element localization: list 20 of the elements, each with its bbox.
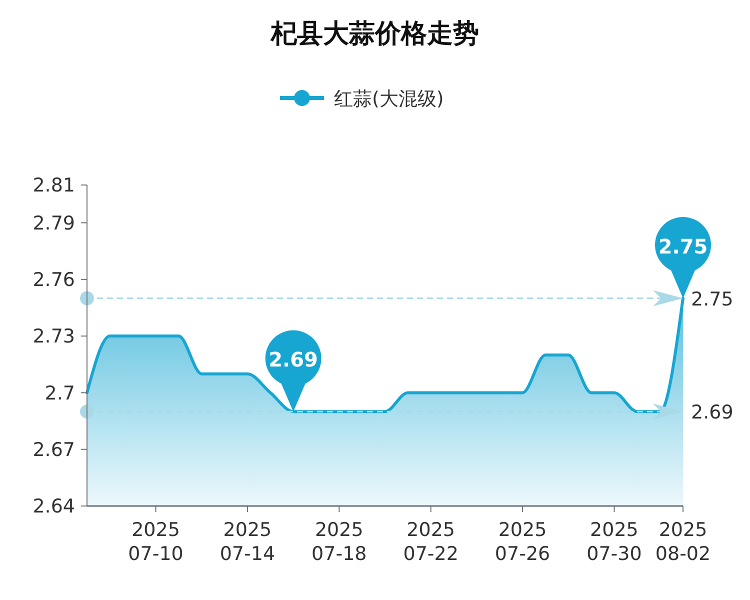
y-tick-label: 2.76	[32, 269, 75, 292]
x-tick-label: 2025 07-18	[312, 519, 367, 565]
y-tick-label: 2.64	[32, 496, 75, 518]
x-tick-label: 2025 07-26	[494, 519, 550, 565]
x-tick-label: 2025 07-10	[128, 519, 184, 565]
ref-line-label: 2.69	[691, 402, 734, 424]
x-tick-label: 2025 07-14	[220, 519, 276, 565]
y-tick-label: 2.81	[32, 174, 75, 197]
x-tick-label: 2025 07-22	[403, 519, 458, 565]
y-tick-label: 2.67	[32, 439, 75, 462]
chart-title: 杞县大蒜价格走势	[270, 19, 479, 49]
y-tick-label: 2.7	[44, 382, 75, 404]
x-tick-label: 2025 07-30	[586, 519, 642, 565]
y-tick-label: 2.73	[32, 326, 75, 348]
annotation: 2.75	[658, 234, 708, 258]
legend-label: 红蒜(大混级)	[334, 88, 444, 110]
ref-line-label: 2.75	[691, 288, 734, 310]
x-tick-label: 2025 08-02	[655, 519, 711, 565]
y-tick-label: 2.79	[32, 212, 75, 234]
annotation: 2.69	[268, 348, 318, 372]
